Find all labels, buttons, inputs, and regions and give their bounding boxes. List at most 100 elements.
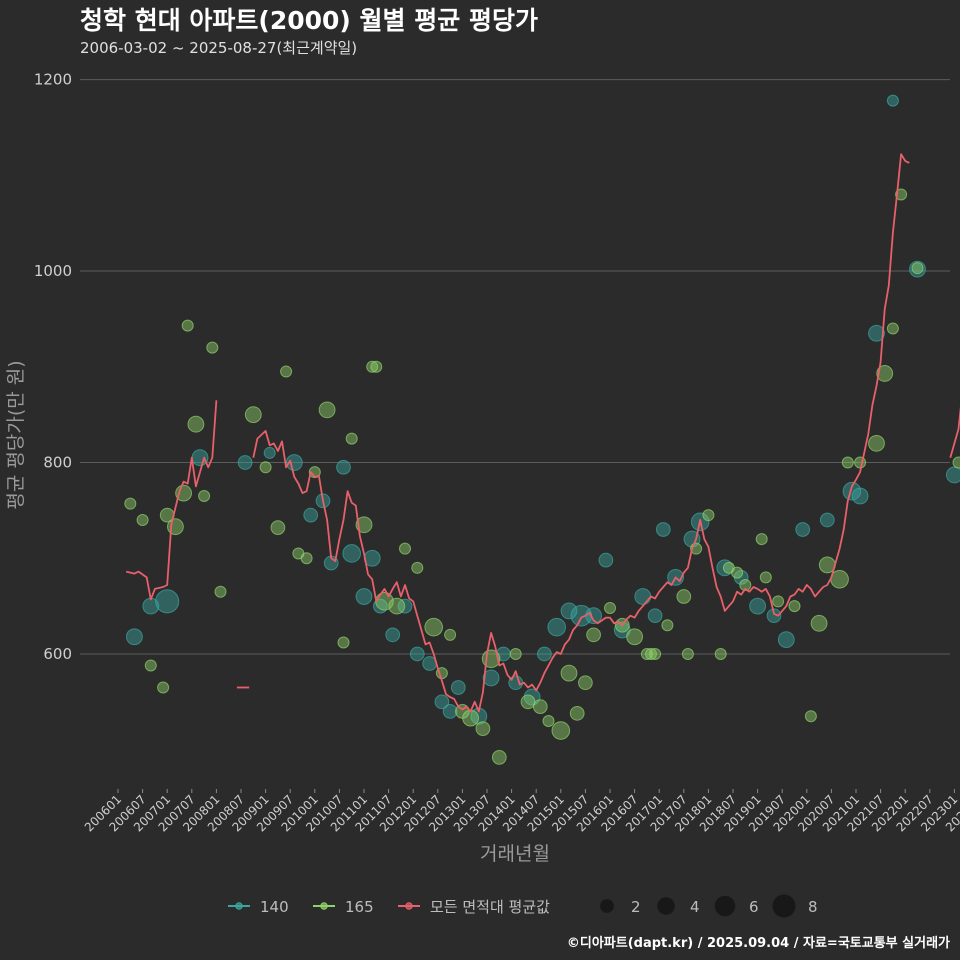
data-point-140 xyxy=(795,522,811,537)
data-point-140 xyxy=(285,454,303,471)
data-point-165 xyxy=(318,401,336,419)
data-point-140 xyxy=(125,628,143,646)
data-point-165 xyxy=(626,628,644,646)
data-point-165 xyxy=(868,434,885,452)
legend-key-dot xyxy=(235,902,243,910)
data-point-165 xyxy=(144,659,157,672)
legend-size-label: 4 xyxy=(690,898,700,916)
chart-caption: ©디아파트(dapt.kr) / 2025.09.04 / 자료=국토교통부 실… xyxy=(567,935,950,951)
data-point-140 xyxy=(945,466,960,484)
data-point-165 xyxy=(895,188,908,201)
data-point-165 xyxy=(444,628,457,641)
y-axis-label: 평균 평당가(만 원) xyxy=(5,360,27,509)
data-point-165 xyxy=(772,595,785,608)
chart-title: 청학 현대 아파트(2000) 월별 평균 평당가 xyxy=(80,6,538,35)
data-point-165 xyxy=(259,461,272,474)
data-point-165 xyxy=(810,614,828,632)
y-tick-label: 600 xyxy=(43,645,72,663)
data-point-165 xyxy=(424,617,444,637)
data-point-165 xyxy=(804,710,817,723)
data-point-140 xyxy=(547,617,567,637)
data-point-140 xyxy=(777,631,795,649)
data-point-165 xyxy=(676,589,692,604)
data-point-165 xyxy=(206,341,219,354)
data-point-140 xyxy=(155,589,180,614)
data-point-140 xyxy=(355,588,373,605)
data-point-165 xyxy=(411,561,424,574)
legend-size-circle xyxy=(600,899,614,913)
y-tick-label: 800 xyxy=(43,454,72,472)
legend-size-circle xyxy=(772,894,796,918)
data-point-140 xyxy=(303,507,319,523)
data-point-140 xyxy=(886,94,899,107)
data-point-165 xyxy=(462,709,480,727)
data-point-165 xyxy=(399,542,411,555)
legend-size-label: 8 xyxy=(808,898,818,916)
data-point-165 xyxy=(355,516,373,534)
legend-size-label: 2 xyxy=(631,898,641,916)
average-line-segment xyxy=(125,400,218,601)
data-point-140 xyxy=(909,260,926,278)
legend-key-dot xyxy=(320,902,328,910)
data-point-140 xyxy=(434,694,450,710)
legend-key-dot xyxy=(405,902,413,910)
data-point-140 xyxy=(409,646,425,662)
data-point-165 xyxy=(739,579,752,592)
data-point-165 xyxy=(181,319,194,332)
data-point-165 xyxy=(788,600,801,613)
data-point-165 xyxy=(270,520,286,535)
data-point-165 xyxy=(731,566,744,579)
data-point-165 xyxy=(681,647,694,660)
y-tick-label: 1000 xyxy=(34,262,72,280)
data-point-165 xyxy=(841,456,854,469)
data-point-140 xyxy=(655,522,671,537)
data-point-165 xyxy=(337,636,350,649)
data-point-165 xyxy=(520,694,536,710)
chart-subtitle: 2006-03-02 ~ 2025-08-27(최근계약일) xyxy=(80,39,357,57)
data-point-165 xyxy=(551,721,571,740)
legend-label: 모든 면적대 평균값 xyxy=(430,898,550,916)
data-point-165 xyxy=(661,619,674,632)
data-point-165 xyxy=(300,552,313,565)
data-point-165 xyxy=(578,675,593,691)
data-point-140 xyxy=(263,446,276,459)
data-point-140 xyxy=(868,324,885,342)
data-point-165 xyxy=(854,456,867,469)
data-point-165 xyxy=(714,647,727,660)
data-point-165 xyxy=(198,490,211,503)
data-point-165 xyxy=(157,681,170,694)
average-line-segment xyxy=(252,153,910,713)
data-point-165 xyxy=(876,365,894,382)
data-point-140 xyxy=(450,680,466,695)
data-point-165 xyxy=(569,705,585,721)
legend-size-circle xyxy=(714,895,736,917)
data-point-165 xyxy=(542,714,555,727)
y-axis-ticks: 600 800 1000 1200 xyxy=(34,71,72,663)
data-point-165 xyxy=(645,647,657,660)
data-point-165 xyxy=(702,509,715,522)
legend: 140 165 모든 면적대 평균값 2 4 6 8 xyxy=(228,894,818,918)
data-point-165 xyxy=(345,432,358,445)
data-point-165 xyxy=(952,456,960,469)
average-line xyxy=(125,153,960,713)
data-point-165 xyxy=(244,406,262,424)
data-point-165 xyxy=(759,571,772,584)
data-point-140 xyxy=(442,704,458,719)
data-point-140 xyxy=(342,544,362,563)
data-point-165 xyxy=(136,513,149,526)
data-point-165 xyxy=(886,322,899,335)
legend-label: 140 xyxy=(260,898,289,916)
data-point-165 xyxy=(187,415,205,433)
data-point-165 xyxy=(280,365,293,378)
data-point-165 xyxy=(166,518,184,536)
y-tick-label: 1200 xyxy=(34,71,72,89)
data-point-165 xyxy=(586,627,601,643)
data-point-140 xyxy=(716,559,734,577)
data-point-140 xyxy=(766,608,782,624)
legend-size-label: 6 xyxy=(749,898,759,916)
legend-size-circle xyxy=(657,897,675,915)
data-point-140 xyxy=(749,597,767,615)
series-140-points xyxy=(125,94,960,725)
x-axis-ticks: 2006012006072007012007072008012008072009… xyxy=(82,789,960,835)
data-point-165 xyxy=(214,585,227,598)
